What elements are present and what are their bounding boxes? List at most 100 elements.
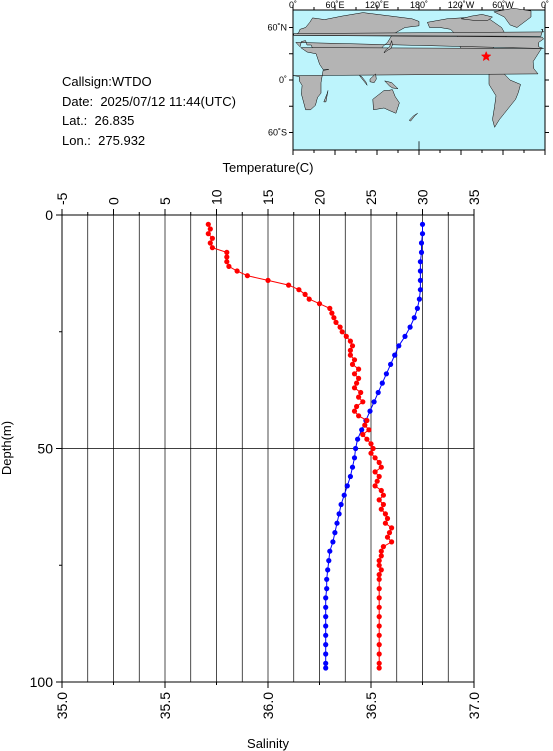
- temperature-data-point: [326, 558, 332, 564]
- map-longitude-label: 0˚: [289, 0, 297, 10]
- station-star-icon: [480, 50, 492, 62]
- temperature-data-point: [323, 651, 329, 657]
- salinity-tick-label: 36.0: [260, 692, 276, 719]
- temperature-data-point: [323, 642, 329, 648]
- temperature-data-point: [323, 632, 329, 638]
- map-latitude-label: 0˚: [279, 75, 287, 85]
- lat-value: 26.835: [94, 113, 135, 128]
- salinity-data-point: [349, 361, 356, 367]
- salinity-data-point: [378, 506, 384, 512]
- salinity-data-point: [376, 562, 382, 568]
- temperature-data-point: [375, 389, 381, 396]
- temperature-data-point: [325, 567, 331, 573]
- depth-axis-label: Depth(m): [0, 421, 14, 475]
- salinity-data-point: [333, 319, 339, 325]
- landmass-1: [493, 8, 532, 28]
- salinity-data-point: [376, 497, 382, 503]
- salinity-data-point: [351, 371, 358, 377]
- landmass-4: [292, 47, 542, 111]
- temperature-tick-label: 15: [260, 189, 276, 205]
- salinity-data-point: [337, 324, 343, 330]
- salinity-data-point: [376, 558, 382, 564]
- salinity-data-point: [384, 534, 391, 540]
- salinity-tick-label: 35.5: [157, 692, 173, 719]
- date-label: Date:: [62, 93, 94, 109]
- salinity-data-point: [368, 441, 374, 447]
- map-longitude-label: 0˚: [541, 0, 549, 10]
- salinity-data-point: [265, 277, 271, 283]
- world-map: 0˚ 60˚E 120˚E 180˚ 120˚W 60˚W 0˚ 60˚N 0˚ 60˚S: [267, 0, 549, 155]
- landmass-14: [460, 14, 494, 21]
- salinity-data-point: [331, 315, 337, 321]
- temperature-data-point: [418, 249, 425, 255]
- landmass-13: [323, 90, 329, 103]
- salinity-data-point: [389, 525, 395, 531]
- map-longitude-label: 180˚: [410, 0, 428, 10]
- temperature-data-point: [323, 614, 329, 620]
- salinity-data-point: [234, 268, 240, 274]
- salinity-data-point: [224, 254, 230, 260]
- salinity-tick-label: 35.0: [54, 692, 70, 719]
- temperature-tick-label: 30: [415, 189, 431, 205]
- temperature-data-point: [417, 287, 423, 293]
- temperature-data-point: [388, 361, 394, 367]
- temperature-tick-label: 35: [466, 189, 482, 205]
- salinity-data-point: [376, 586, 382, 592]
- temperature-data-point: [330, 539, 336, 545]
- salinity-data-point: [376, 623, 382, 629]
- salinity-data-point: [343, 333, 349, 339]
- temperature-data-point: [323, 665, 329, 671]
- salinity-profile-line: [207, 224, 393, 668]
- salinity-data-point: [351, 357, 358, 363]
- temperature-data-point: [324, 576, 330, 582]
- temperature-tick-label: -5: [54, 192, 70, 205]
- plot-frame: [61, 214, 475, 683]
- salinity-data-point: [205, 221, 211, 227]
- salinity-data-point: [358, 389, 364, 396]
- temperature-data-point: [351, 455, 358, 461]
- temperature-tick-label: 25: [363, 189, 379, 205]
- temperature-data-point: [344, 483, 350, 489]
- profile-series: [205, 221, 426, 671]
- salinity-data-point: [378, 487, 384, 494]
- lon-value: 275.932: [98, 132, 146, 148]
- temperature-data-point: [336, 511, 342, 517]
- temperature-data-point: [323, 623, 329, 629]
- temperature-data-point: [334, 520, 340, 526]
- temperature-data-point: [323, 604, 329, 610]
- salinity-data-point: [374, 478, 380, 484]
- salinity-data-point: [372, 469, 378, 475]
- temperature-data-point: [419, 231, 426, 237]
- station-location-marker: [480, 50, 492, 62]
- temperature-data-point: [363, 417, 369, 424]
- date-value: 2025/07/12 11:44(UTC): [100, 93, 236, 109]
- temperature-data-point: [341, 492, 347, 498]
- salinity-data-point: [376, 572, 382, 578]
- temperature-data-point: [418, 240, 425, 246]
- salinity-data-point: [360, 399, 366, 405]
- temperature-data-point: [379, 380, 385, 386]
- lon-label: Lon.:: [62, 132, 91, 148]
- salinity-data-point: [370, 445, 376, 452]
- temperature-data-point: [323, 595, 329, 601]
- salinity-data-point: [351, 408, 358, 414]
- salinity-data-point: [356, 366, 362, 372]
- salinity-data-point: [372, 455, 378, 461]
- salinity-data-point: [347, 347, 353, 353]
- temperature-data-point: [323, 660, 329, 666]
- salinity-data-point: [362, 422, 368, 428]
- temperature-tick-label: 0: [106, 197, 122, 205]
- temperature-tick-label: 20: [312, 189, 328, 205]
- salinity-data-point: [327, 305, 333, 311]
- salinity-data-point: [364, 417, 370, 424]
- salinity-data-point: [364, 436, 370, 442]
- landmass-8: [383, 40, 393, 54]
- salinity-data-point: [376, 665, 382, 671]
- salinity-data-point: [376, 632, 382, 638]
- salinity-axis: 35.0 35.5 36.0 36.5 37.0: [54, 682, 482, 719]
- salinity-tick-label: 37.0: [466, 692, 482, 719]
- temperature-tick-label: 10: [209, 189, 225, 205]
- temperature-data-point: [402, 333, 408, 339]
- landmass-9: [359, 75, 368, 86]
- salinity-data-point: [244, 273, 250, 279]
